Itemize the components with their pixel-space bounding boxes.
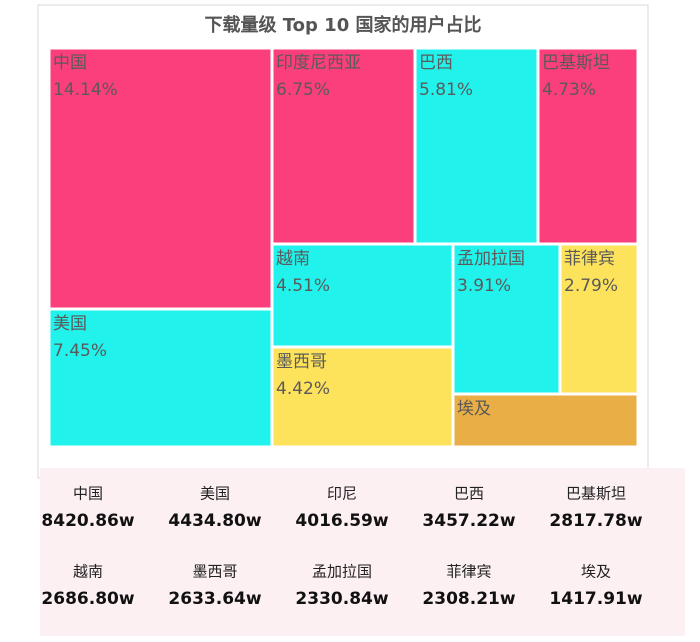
stat-label: 埃及 bbox=[581, 563, 611, 581]
stat-value: 2686.80w bbox=[41, 589, 134, 609]
stat-label: 巴西 bbox=[454, 485, 484, 503]
stat-value: 2330.84w bbox=[295, 589, 388, 609]
cell-name: 巴西 bbox=[419, 53, 453, 73]
cell-name: 中国 bbox=[53, 53, 87, 73]
treemap-cell bbox=[272, 48, 415, 244]
cell-name: 菲律宾 bbox=[564, 249, 615, 269]
stat-value: 2308.21w bbox=[422, 589, 515, 609]
chart-title: 下载量级 Top 10 国家的用户占比 bbox=[205, 14, 482, 36]
treemap-cell bbox=[453, 244, 560, 394]
cell-name: 墨西哥 bbox=[276, 352, 327, 372]
treemap-cell bbox=[272, 347, 453, 447]
stat-value: 8420.86w bbox=[41, 511, 134, 531]
stat-label: 菲律宾 bbox=[446, 563, 491, 581]
stat-label: 孟加拉国 bbox=[312, 563, 372, 581]
cell-name: 孟加拉国 bbox=[457, 249, 525, 269]
cell-name: 印度尼西亚 bbox=[276, 53, 361, 73]
cell-name: 美国 bbox=[53, 314, 87, 334]
stat-label: 中国 bbox=[73, 485, 103, 503]
stat-value: 2817.78w bbox=[549, 511, 642, 531]
treemap-cell bbox=[272, 244, 453, 347]
stat-label: 墨西哥 bbox=[192, 563, 237, 581]
treemap-cell bbox=[560, 244, 638, 394]
stat-label: 美国 bbox=[200, 485, 230, 503]
cell-value-label: 4.73% bbox=[542, 80, 596, 100]
stat-value: 2633.64w bbox=[168, 589, 261, 609]
cell-value-label: 4.51% bbox=[276, 276, 330, 296]
cell-name: 埃及 bbox=[457, 399, 491, 419]
treemap-cell bbox=[453, 394, 638, 447]
stat-value: 1417.91w bbox=[549, 589, 642, 609]
treemap-cell bbox=[49, 48, 272, 309]
cell-value-label: 6.75% bbox=[276, 80, 330, 100]
treemap: 中国 14.14% 美国 7.45% 印度尼西亚 6.75% 巴西 5.81% 巴基斯坦 4.73… bbox=[49, 48, 638, 447]
cell-name: 巴基斯坦 bbox=[542, 53, 610, 73]
stat-value: 3457.22w bbox=[422, 511, 515, 531]
treemap-cell bbox=[538, 48, 638, 244]
cell-value-label: 14.14% bbox=[53, 80, 118, 100]
treemap-cell bbox=[49, 309, 272, 447]
stat-value: 4016.59w bbox=[295, 511, 388, 531]
cell-name: 越南 bbox=[276, 249, 310, 269]
stats-grid: 中国 8420.86w 美国 4434.80w 印尼 4016.59w 巴西 3457.22w… bbox=[41, 485, 642, 610]
cell-value-label: 4.42% bbox=[276, 379, 330, 399]
cell-value-label: 3.91% bbox=[457, 276, 511, 296]
stat-label: 越南 bbox=[73, 563, 103, 581]
stat-value: 4434.80w bbox=[168, 511, 261, 531]
cell-value-label: 7.45% bbox=[53, 341, 107, 361]
stat-label: 印尼 bbox=[327, 485, 357, 503]
cell-value-label: 2.79% bbox=[564, 276, 618, 296]
stats-panel bbox=[40, 468, 685, 636]
stat-label: 巴基斯坦 bbox=[566, 485, 626, 503]
cell-value-label: 5.81% bbox=[419, 80, 473, 100]
treemap-cell bbox=[415, 48, 538, 244]
